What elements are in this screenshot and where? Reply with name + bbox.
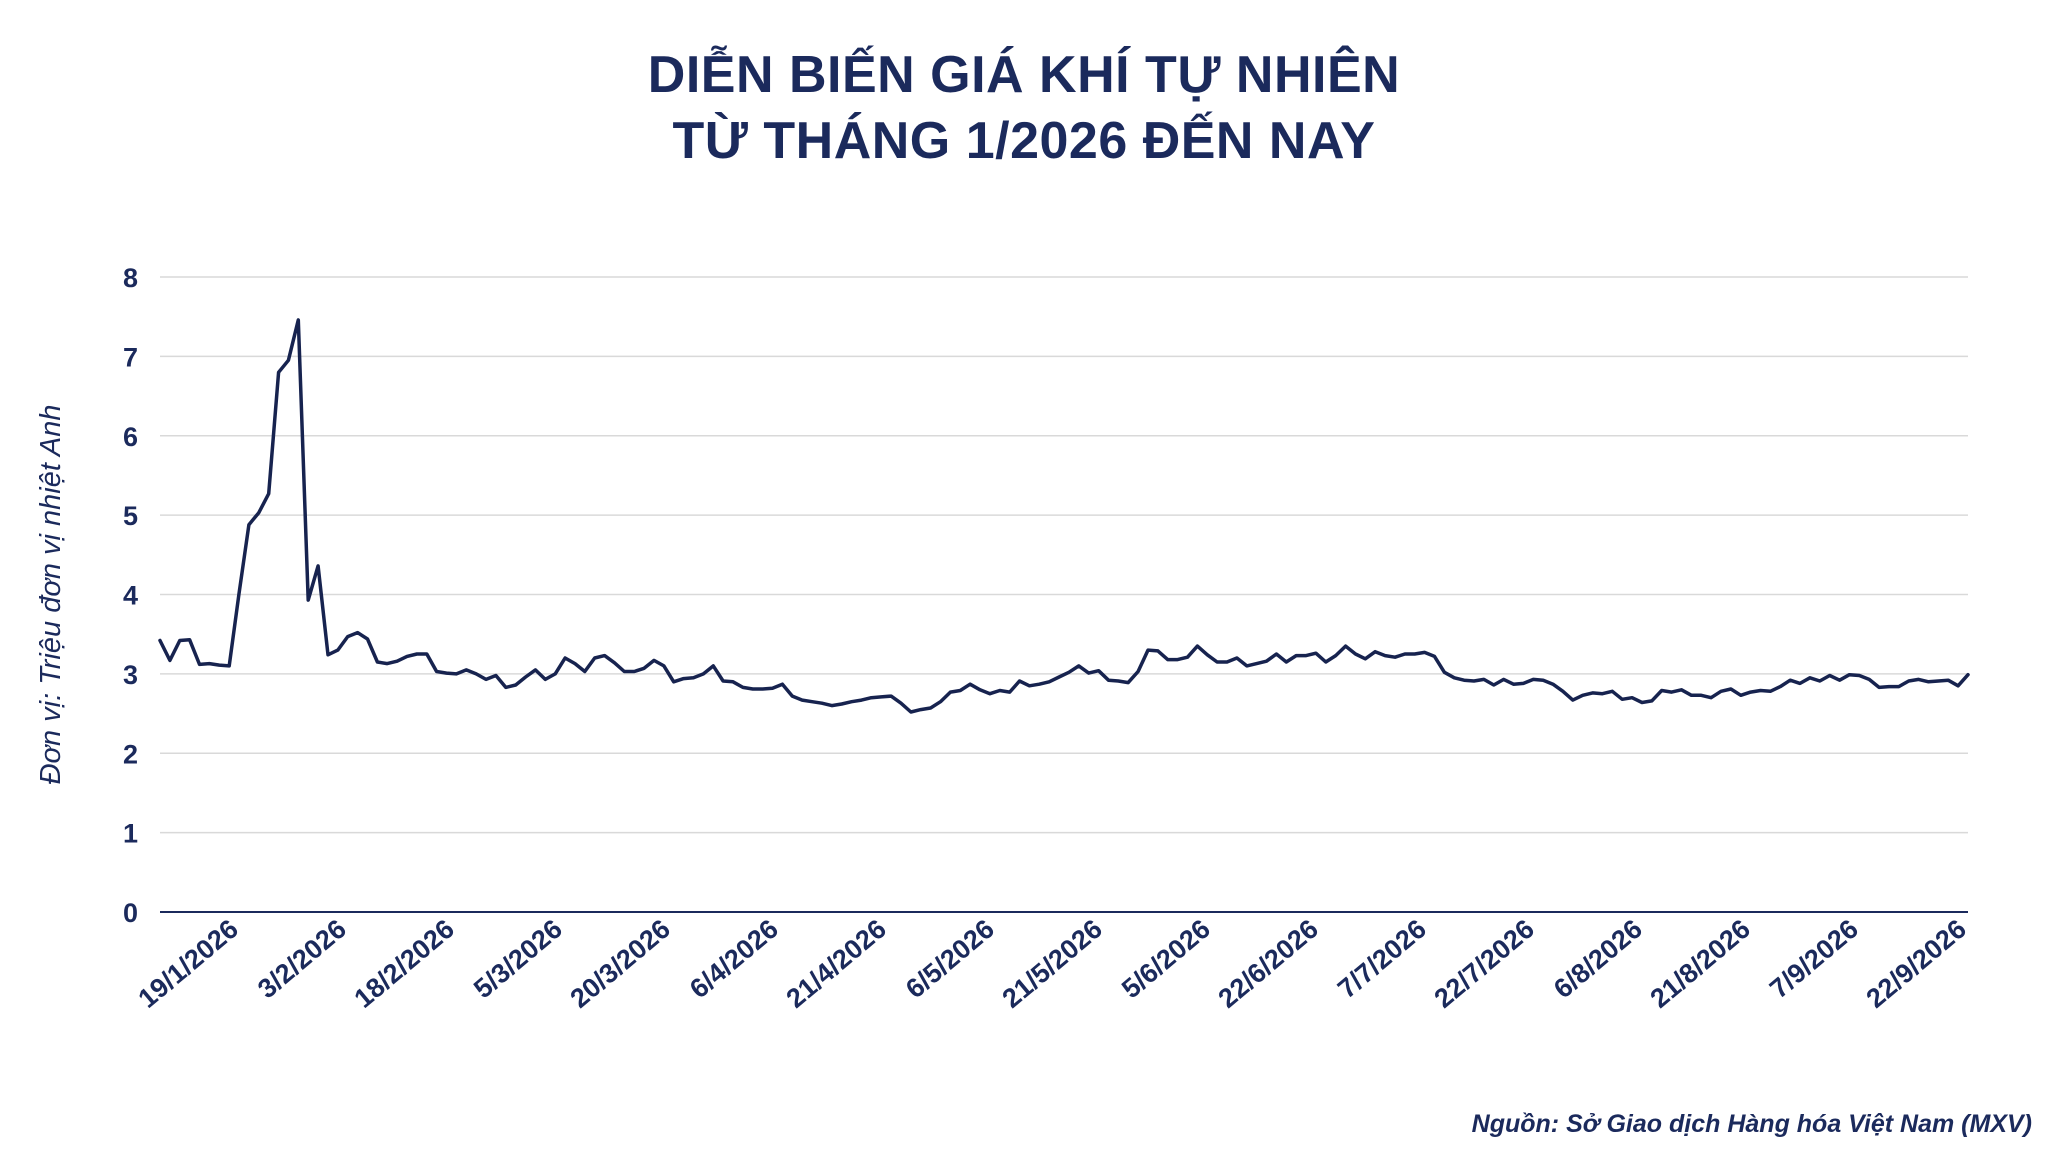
y-tick-label-7: 7: [123, 342, 138, 372]
x-tick-label: 21/8/2026: [1645, 914, 1756, 1014]
series-group: [160, 320, 1968, 712]
x-tick-label: 19/1/2026: [133, 914, 244, 1014]
x-tick-label: 6/4/2026: [684, 914, 784, 1005]
y-tick-label-4: 4: [123, 581, 138, 611]
x-tick-label: 21/4/2026: [781, 914, 892, 1014]
y-tick-label-8: 8: [123, 263, 138, 293]
y-axis-ticks: 0 1 2 3 4 5 6 7 8: [123, 263, 138, 928]
gridlines: [160, 277, 1968, 833]
y-tick-label-2: 2: [123, 739, 138, 769]
x-tick-label: 18/2/2026: [349, 914, 460, 1014]
x-tick-label: 22/6/2026: [1213, 914, 1324, 1014]
y-tick-label-6: 6: [123, 422, 138, 452]
x-tick-label: 6/8/2026: [1548, 914, 1648, 1005]
x-tick-label: 3/2/2026: [252, 914, 352, 1005]
x-tick-label: 7/7/2026: [1332, 914, 1432, 1005]
y-tick-label-0: 0: [123, 898, 138, 928]
source-note: Nguồn: Sở Giao dịch Hàng hóa Việt Nam (M…: [1472, 1110, 2032, 1139]
y-tick-label-3: 3: [123, 660, 138, 690]
x-tick-label: 5/3/2026: [468, 914, 568, 1005]
x-tick-label: 5/6/2026: [1116, 914, 1216, 1005]
x-tick-label: 6/5/2026: [900, 914, 1000, 1005]
x-tick-label: 22/7/2026: [1429, 914, 1540, 1014]
x-tick-label: 22/9/2026: [1861, 914, 1972, 1014]
y-tick-label-5: 5: [123, 501, 138, 531]
series-line: [160, 320, 1968, 712]
y-tick-label-1: 1: [123, 819, 138, 849]
y-axis-label: Đơn vị: Triệu đơn vị nhiệt Anh: [35, 404, 67, 784]
x-tick-label: 21/5/2026: [997, 914, 1108, 1014]
x-tick-label: 7/9/2026: [1764, 914, 1864, 1005]
x-tick-label: 20/3/2026: [565, 914, 676, 1014]
